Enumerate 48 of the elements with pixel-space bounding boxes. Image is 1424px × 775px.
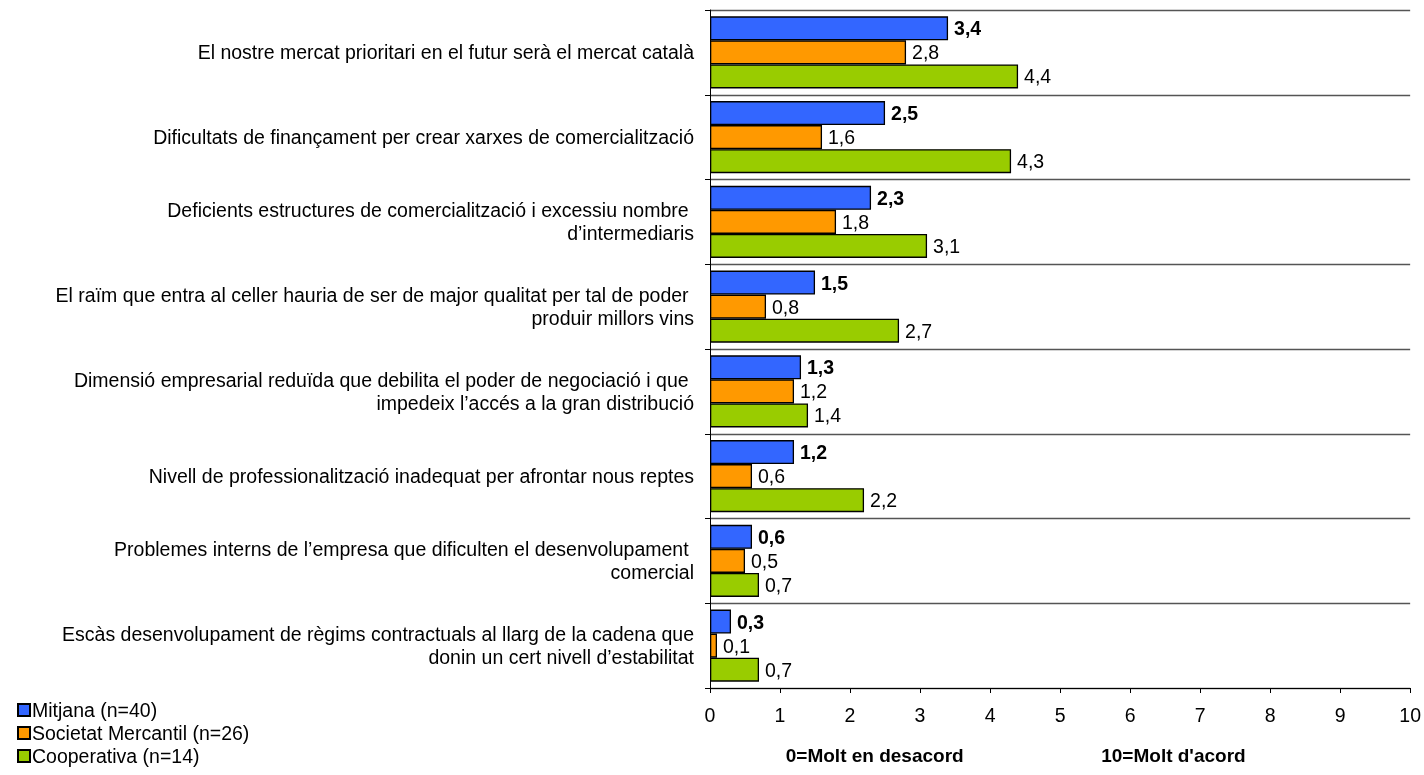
x-tick-label: 7 (1194, 704, 1206, 726)
x-tick-label: 10 (1399, 704, 1422, 726)
data-label: 0,1 (723, 634, 751, 657)
data-label: 1,3 (807, 356, 835, 379)
y-tick-label: El nostre mercat prioritari en el futur serà el mercat català (197, 41, 695, 64)
y-tick-label: Nivell de professionalització inadequat per afrontar nous reptes (148, 465, 695, 488)
legend-label: Mitjana (n=40) (32, 699, 158, 721)
y-tick-label: Escàs desenvolupament de règims contractuals al llarg de la cadena que donin un cert nivell d’estabilitat (62, 623, 695, 669)
data-label: 1,6 (828, 126, 856, 149)
data-label: 2,5 (891, 102, 919, 125)
data-label: 2,8 (912, 41, 940, 64)
x-tick-label: 6 (1124, 704, 1136, 726)
y-tick-label: Problemes interns de l’empresa que dificulten el desenvolupament comercial (114, 538, 694, 584)
y-tick-label: Deficients estructures de comercialització i excessiu nombre d’intermediaris (167, 199, 695, 245)
data-label: 3,4 (954, 17, 982, 40)
x-tick-label: 8 (1264, 704, 1276, 726)
data-label: 0,7 (765, 658, 793, 681)
x-tick-label: 3 (914, 704, 926, 726)
data-label: 0,6 (758, 465, 786, 488)
data-label: 2,2 (870, 489, 898, 512)
data-label: 0,3 (737, 610, 765, 633)
data-label: 4,4 (1024, 65, 1052, 88)
x-tick-label: 1 (774, 704, 786, 726)
x-tick-label: 0 (704, 704, 716, 726)
text: 10=Molt d'acord (1101, 745, 1246, 766)
legend-label: Societat Mercantil (n=26) (32, 722, 250, 744)
data-label: 0,5 (751, 549, 779, 572)
data-label: 0,8 (772, 295, 800, 318)
data-label: 0,6 (758, 525, 786, 548)
data-label: 1,4 (814, 404, 842, 427)
y-tick-label: Dimensió empresarial reduïda que debilita el poder de negociació i que impedeix l’accés a la gran distribució (73, 368, 695, 414)
data-label: 2,3 (877, 186, 905, 209)
legend-label: Cooperativa (n=14) (32, 745, 200, 767)
data-label: 1,5 (821, 271, 849, 294)
text: 0=Molt en desacord (785, 745, 964, 766)
y-tick-label: Dificultats de finançament per crear xarxes de comercialització (153, 126, 695, 149)
y-tick-label: El raïm que entra al celler hauria de ser de major qualitat per tal de poder produir millors vins (55, 284, 695, 330)
x-tick-label: 5 (1054, 704, 1066, 726)
data-label: 3,1 (933, 234, 961, 257)
data-label: 1,8 (842, 210, 870, 233)
data-label: 1,2 (800, 441, 828, 464)
x-tick-label: 9 (1334, 704, 1346, 726)
data-label: 2,7 (905, 319, 933, 342)
x-tick-label: 2 (844, 704, 856, 726)
x-tick-label: 4 (984, 704, 996, 726)
data-label: 4,3 (1017, 150, 1045, 173)
data-label: 1,2 (800, 380, 828, 403)
data-label: 0,7 (765, 573, 793, 596)
